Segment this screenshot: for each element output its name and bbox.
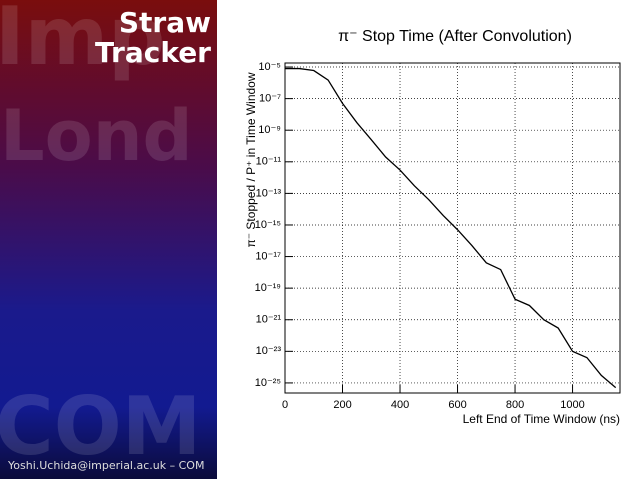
x-tick-label: 400 (391, 399, 409, 411)
watermark: Imp (0, 0, 166, 83)
y-tick-label: 10⁻²³ (256, 345, 282, 357)
y-axis-label: π⁻ Stopped / P⁺ in Time Window (244, 72, 258, 247)
y-tick-label: 10⁻⁷ (259, 93, 281, 105)
y-tick-label: 10⁻²¹ (256, 314, 282, 326)
side-panel: Imp Lond COM Straw Tracker Yoshi.Uchida@… (0, 0, 217, 479)
slide-title: Straw Tracker (95, 6, 211, 69)
y-tick-label: 10⁻⁹ (258, 124, 281, 136)
x-tick-label: 800 (506, 399, 524, 411)
watermark: Lond (0, 95, 193, 177)
y-tick-label: 10⁻¹¹ (256, 156, 282, 168)
x-tick-label: 0 (282, 399, 288, 411)
watermark: COM (0, 380, 202, 473)
footer: Yoshi.Uchida@imperial.ac.uk – COM (8, 459, 205, 472)
x-tick-label: 600 (448, 399, 466, 411)
y-tick-label: 10⁻¹⁵ (255, 219, 281, 231)
y-tick-label: 10⁻²⁵ (255, 377, 281, 389)
y-tick-label: 10⁻¹⁹ (255, 282, 281, 294)
y-tick-label: 10⁻¹⁷ (255, 250, 281, 262)
y-tick-label: 10⁻⁵ (258, 61, 281, 73)
chart-title: π⁻ Stop Time (After Convolution) (338, 28, 572, 45)
y-tick-label: 10⁻¹³ (256, 187, 282, 199)
chart-background (240, 10, 625, 430)
x-tick-label: 200 (333, 399, 351, 411)
x-axis-label: Left End of Time Window (ns) (463, 412, 620, 426)
x-tick-label: 1000 (560, 399, 584, 411)
data-line (285, 67, 617, 389)
